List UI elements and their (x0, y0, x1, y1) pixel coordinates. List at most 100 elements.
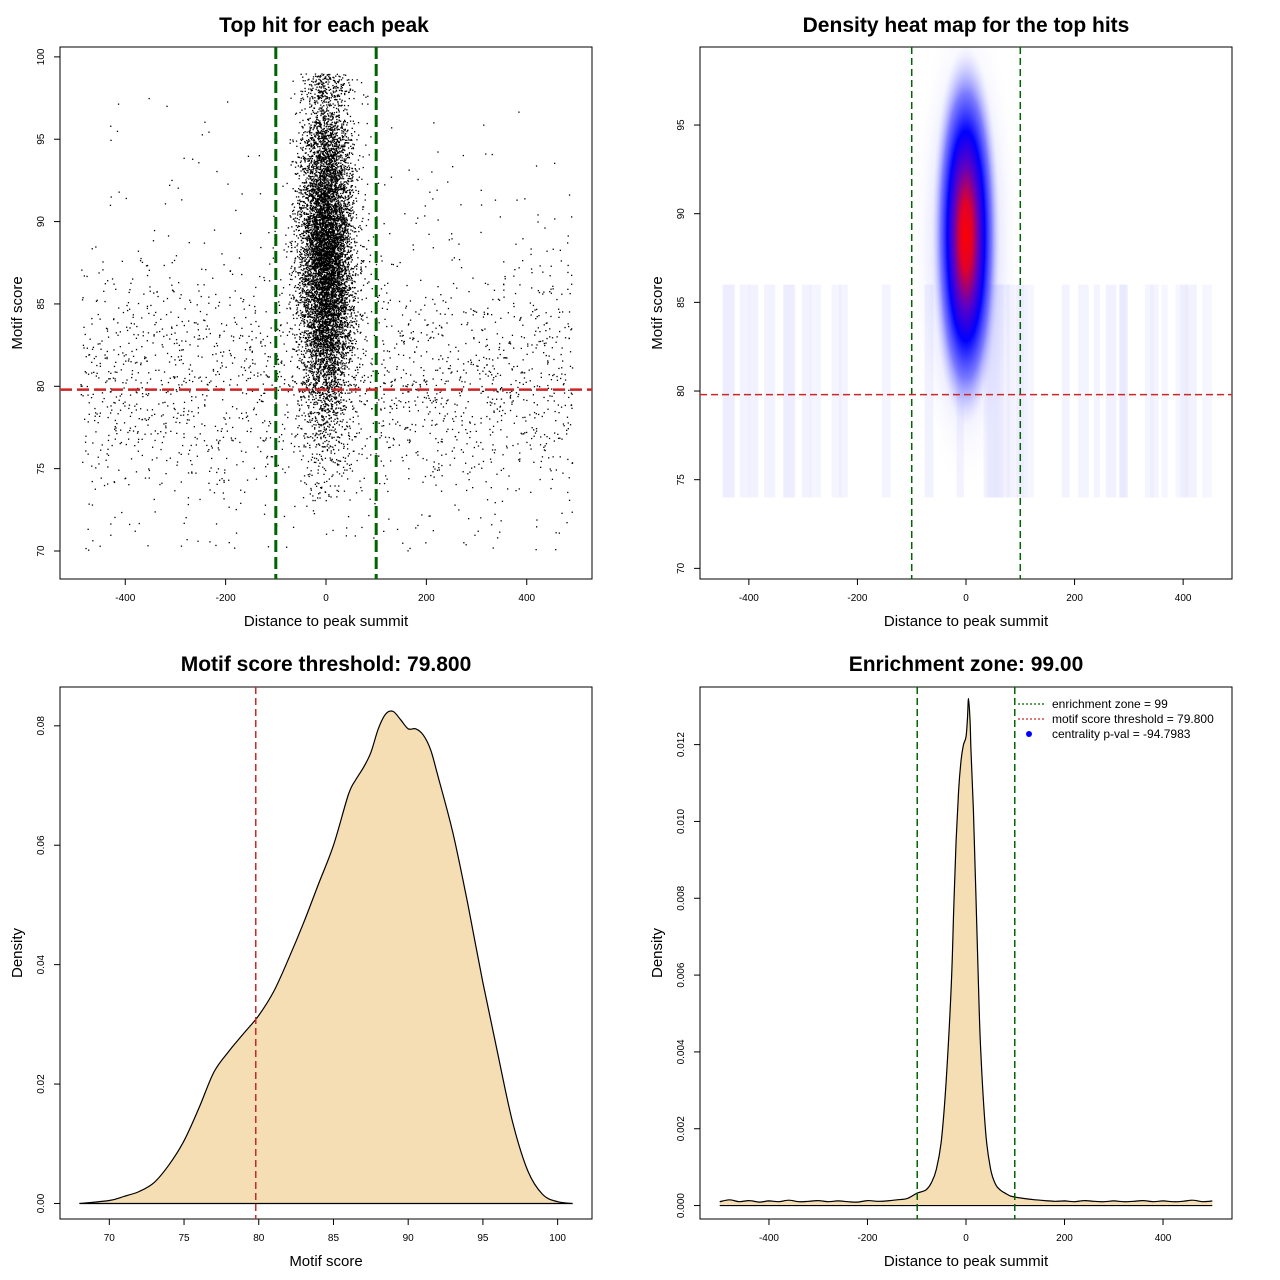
data-point (344, 207, 346, 210)
data-point (304, 271, 306, 273)
data-point (343, 343, 346, 345)
data-point (333, 335, 336, 337)
data-point (304, 108, 306, 110)
data-point (356, 268, 358, 270)
data-point (344, 191, 347, 194)
data-point (306, 213, 308, 215)
data-point (302, 320, 304, 322)
data-point (335, 82, 337, 85)
data-point (345, 142, 347, 144)
data-point (311, 172, 313, 175)
data-point (309, 257, 311, 259)
data-point (292, 348, 294, 350)
data-point (326, 215, 329, 217)
data-point (332, 84, 334, 87)
data-point (317, 267, 319, 269)
data-point (341, 304, 343, 306)
data-point (319, 444, 321, 446)
data-point (351, 342, 353, 345)
data-point (306, 96, 309, 98)
data-point (321, 368, 323, 371)
data-point (322, 291, 324, 293)
data-point (328, 101, 330, 103)
data-point (331, 240, 334, 243)
data-point (331, 242, 333, 244)
data-point (309, 130, 311, 132)
data-point (323, 257, 325, 259)
data-point (320, 366, 322, 368)
data-point (296, 415, 298, 417)
data-point (324, 285, 326, 288)
data-point (338, 291, 341, 293)
data-point (319, 79, 321, 81)
data-point (314, 483, 316, 485)
data-point (301, 210, 303, 212)
data-point (346, 326, 349, 328)
data-point (344, 159, 347, 161)
data-point (307, 208, 309, 211)
data-point (331, 239, 333, 242)
data-point (313, 319, 316, 322)
data-point (322, 431, 325, 433)
data-point (321, 159, 323, 161)
data-point (349, 120, 352, 122)
data-point (313, 217, 315, 219)
data-point (313, 278, 315, 280)
data-point (339, 326, 341, 328)
data-point (315, 289, 318, 292)
data-point (325, 362, 327, 364)
data-point (332, 130, 334, 133)
data-point (324, 111, 326, 113)
data-point (309, 369, 311, 372)
data-point (324, 392, 326, 395)
data-point (350, 331, 352, 333)
data-point (336, 191, 338, 193)
data-point (342, 208, 345, 210)
data-point (310, 360, 312, 362)
data-point (312, 237, 315, 239)
data-point (336, 268, 338, 271)
data-point (312, 128, 314, 131)
data-point (320, 329, 323, 331)
data-point (323, 100, 325, 102)
data-point (330, 352, 333, 354)
data-point (324, 179, 326, 181)
data-point (317, 205, 319, 207)
data-point (297, 152, 299, 155)
data-point (337, 81, 340, 84)
data-point (331, 264, 334, 267)
data-point (346, 190, 348, 192)
data-point (328, 75, 330, 78)
data-point (315, 168, 317, 170)
data-point (308, 178, 310, 180)
data-point (324, 161, 326, 163)
data-point (306, 306, 308, 308)
data-point (326, 109, 328, 111)
data-point (319, 152, 322, 154)
data-point (341, 261, 344, 263)
data-point (339, 171, 341, 173)
data-point (334, 190, 337, 192)
data-point (352, 120, 354, 122)
data-point (313, 161, 315, 163)
data-point (316, 252, 318, 254)
data-point (330, 252, 332, 254)
data-point (318, 305, 320, 307)
data-point (316, 349, 318, 351)
data-point (302, 292, 304, 294)
data-point (309, 344, 311, 346)
data-point (307, 336, 309, 338)
data-point (316, 241, 318, 243)
data-point (328, 144, 330, 146)
data-point (321, 151, 323, 153)
data-point (322, 298, 324, 300)
data-point (336, 383, 339, 385)
data-point (331, 113, 333, 115)
data-point (312, 199, 314, 202)
data-point (307, 374, 309, 376)
data-point (349, 273, 351, 275)
data-point (322, 109, 324, 111)
data-point (313, 341, 315, 343)
data-point (320, 87, 322, 89)
data-point (307, 217, 310, 219)
